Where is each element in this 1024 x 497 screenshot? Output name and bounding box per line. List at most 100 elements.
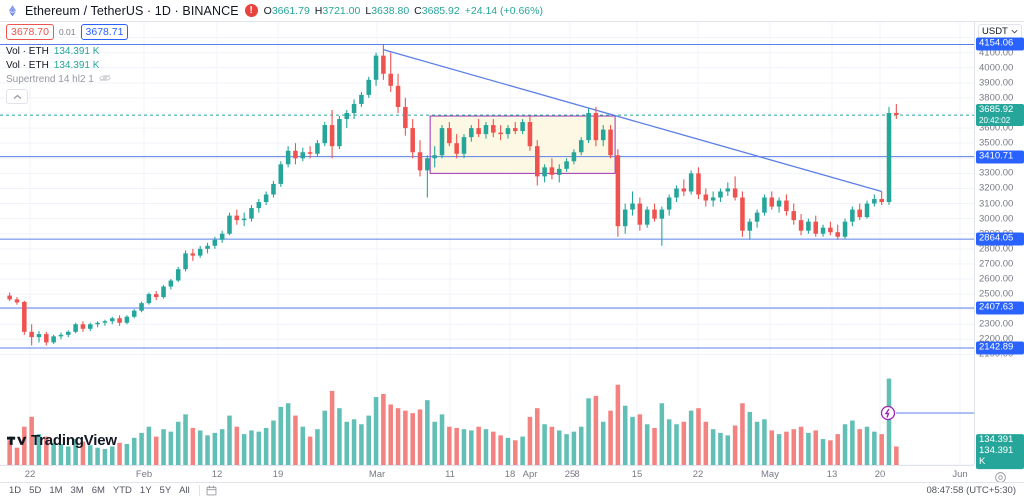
currency-selector[interactable]: USDT bbox=[978, 24, 1022, 39]
price-tick: 4000.00 bbox=[979, 62, 1014, 74]
time-tick: 18 bbox=[504, 469, 516, 480]
time-tick: 22 bbox=[24, 469, 36, 480]
symbol-title[interactable]: Ethereum / TetherUS · 1D · BINANCE bbox=[25, 3, 239, 18]
bid-price[interactable]: 3678.70 bbox=[6, 24, 54, 40]
price-label-countdown: 20:42:02 bbox=[979, 115, 1011, 125]
clock-label: 08:47:58 (UTC+5:30) bbox=[926, 484, 1016, 496]
gear-icon[interactable] bbox=[990, 467, 1010, 487]
price-change: +24.14 (+0.66%) bbox=[464, 4, 543, 17]
ask-price[interactable]: 3678.71 bbox=[80, 24, 129, 40]
range-button-5y[interactable]: 5Y bbox=[159, 484, 172, 496]
price-label-text: 3685.92 bbox=[979, 104, 1014, 116]
time-tick: Feb bbox=[135, 469, 153, 480]
price-axis[interactable]: USDT 4100.004000.003900.003800.003700.00… bbox=[974, 22, 1024, 483]
indicator-label: Vol · ETH bbox=[6, 45, 49, 57]
price-label-text: 2864.05 bbox=[979, 232, 1014, 244]
price-label-blue[interactable]: 2407.63 bbox=[976, 301, 1024, 315]
range-button-3m[interactable]: 3M bbox=[70, 484, 84, 496]
low-label: L bbox=[365, 4, 372, 17]
high-label: H bbox=[314, 4, 323, 17]
price-label-blue[interactable]: 3410.71 bbox=[976, 150, 1024, 164]
range-buttons: 1D 5D 1M 3M 6M YTD 1Y 5Y All bbox=[0, 484, 194, 497]
price-label-blue[interactable]: 2142.89 bbox=[976, 341, 1024, 355]
price-tick: 2300.00 bbox=[979, 318, 1014, 330]
alert-exclamation-icon[interactable]: ! bbox=[244, 4, 258, 17]
price-label-text: 2407.63 bbox=[979, 301, 1014, 313]
legend-collapse-button[interactable] bbox=[6, 89, 28, 104]
price-tick: 2500.00 bbox=[979, 288, 1014, 300]
chevron-down-icon bbox=[1011, 26, 1018, 37]
time-tick: 11 bbox=[445, 469, 455, 480]
time-tick: 20 bbox=[874, 469, 886, 480]
range-button-all[interactable]: All bbox=[179, 484, 190, 496]
price-label-text: 2142.89 bbox=[979, 341, 1014, 353]
spread-value: 0.01 bbox=[58, 27, 76, 37]
currency-label: USDT bbox=[982, 26, 1008, 37]
indicator-label: Vol · ETH bbox=[6, 59, 49, 71]
bid-ask-row: 3678.70 0.01 3678.71 bbox=[6, 24, 129, 40]
ohlc-values: O3661.79 H3721.00 L3638.80 C3685.92 +24.… bbox=[264, 5, 543, 17]
open-label: O bbox=[263, 4, 272, 17]
bottom-toolbar: 1D 5D 1M 3M 6M YTD 1Y 5Y All 08:47:58 (UTC+5:30) bbox=[0, 482, 1024, 497]
chevron-up-icon bbox=[13, 91, 22, 103]
time-axis[interactable]: 22 Feb 12 19 Mar 11 18 25 Apr 8 15 22 May 13 20 Jun bbox=[0, 465, 974, 482]
price-tick: 3900.00 bbox=[979, 77, 1014, 89]
range-button-ytd[interactable]: YTD bbox=[112, 484, 132, 496]
chart-legend: 3678.70 0.01 3678.71 Vol · ETH 134.391 K… bbox=[6, 24, 129, 104]
price-label-text: 4154.06 bbox=[979, 38, 1014, 50]
price-tick: 3500.00 bbox=[979, 137, 1014, 149]
price-tick: 4100.00 bbox=[979, 47, 1014, 59]
toolbar-divider bbox=[198, 484, 200, 496]
range-button-6m[interactable]: 6M bbox=[91, 484, 105, 496]
low-value: 3638.80 bbox=[371, 4, 410, 17]
close-value: 3685.92 bbox=[421, 4, 460, 17]
indicator-value: 134.391 K bbox=[53, 45, 100, 57]
price-tick: 3000.00 bbox=[979, 213, 1014, 225]
time-tick: 19 bbox=[272, 469, 284, 480]
price-label-blue[interactable]: 4154.06 bbox=[976, 38, 1024, 51]
range-button-5d[interactable]: 5D bbox=[29, 484, 42, 496]
time-tick: Apr bbox=[522, 469, 538, 480]
price-tick: 2100.00 bbox=[979, 348, 1014, 360]
time-tick: 25 bbox=[564, 469, 576, 480]
price-tick: 2200.00 bbox=[979, 333, 1014, 345]
price-tick: 3200.00 bbox=[979, 182, 1014, 194]
price-label-blue[interactable]: 2864.05 bbox=[976, 232, 1024, 246]
price-tick: 2600.00 bbox=[979, 273, 1014, 285]
chart-plot-area[interactable] bbox=[0, 22, 974, 465]
time-tick: May bbox=[761, 469, 779, 480]
indicator-volume-1[interactable]: Vol · ETH 134.391 K bbox=[6, 44, 128, 58]
supertrend-label: Supertrend 14 hl2 1 bbox=[6, 73, 94, 85]
price-tick: 2700.00 bbox=[979, 258, 1014, 270]
range-button-1d[interactable]: 1D bbox=[9, 484, 22, 496]
time-tick: Mar bbox=[368, 469, 386, 480]
close-label: C bbox=[414, 4, 422, 17]
chart-header: Ethereum / TetherUS · 1D · BINANCE ! O36… bbox=[0, 0, 1024, 22]
time-tick: 22 bbox=[692, 469, 704, 480]
indicator-supertrend[interactable]: Supertrend 14 hl2 1 bbox=[6, 72, 128, 86]
time-tick: 8 bbox=[574, 469, 580, 480]
time-tick: 12 bbox=[211, 469, 223, 480]
time-tick: Jun bbox=[952, 469, 968, 480]
range-button-1m[interactable]: 1M bbox=[49, 484, 63, 496]
open-value: 3661.79 bbox=[271, 4, 310, 17]
price-tick: 3300.00 bbox=[979, 167, 1014, 179]
price-label-green[interactable]: 3685.92 20:42:02 bbox=[976, 104, 1024, 127]
price-tick: 3100.00 bbox=[979, 198, 1014, 210]
candlestick-svg bbox=[0, 22, 974, 465]
price-label-text: 3410.71 bbox=[979, 150, 1014, 162]
time-tick: 15 bbox=[631, 469, 643, 480]
range-button-1y[interactable]: 1Y bbox=[139, 484, 152, 496]
price-tick: 2800.00 bbox=[979, 243, 1014, 255]
calendar-range-icon[interactable] bbox=[205, 484, 218, 497]
high-value: 3721.00 bbox=[322, 4, 361, 17]
indicator-volume-2[interactable]: Vol · ETH 134.391 K bbox=[6, 58, 128, 72]
eye-hidden-icon[interactable] bbox=[99, 73, 111, 86]
time-tick: 13 bbox=[826, 469, 838, 480]
price-tick: 3800.00 bbox=[979, 92, 1014, 104]
indicator-value: 134.391 K bbox=[53, 59, 100, 71]
price-tick: 3600.00 bbox=[979, 122, 1014, 134]
volume-label[interactable]: 134.391 K bbox=[976, 445, 1024, 469]
ethereum-icon bbox=[6, 4, 19, 17]
